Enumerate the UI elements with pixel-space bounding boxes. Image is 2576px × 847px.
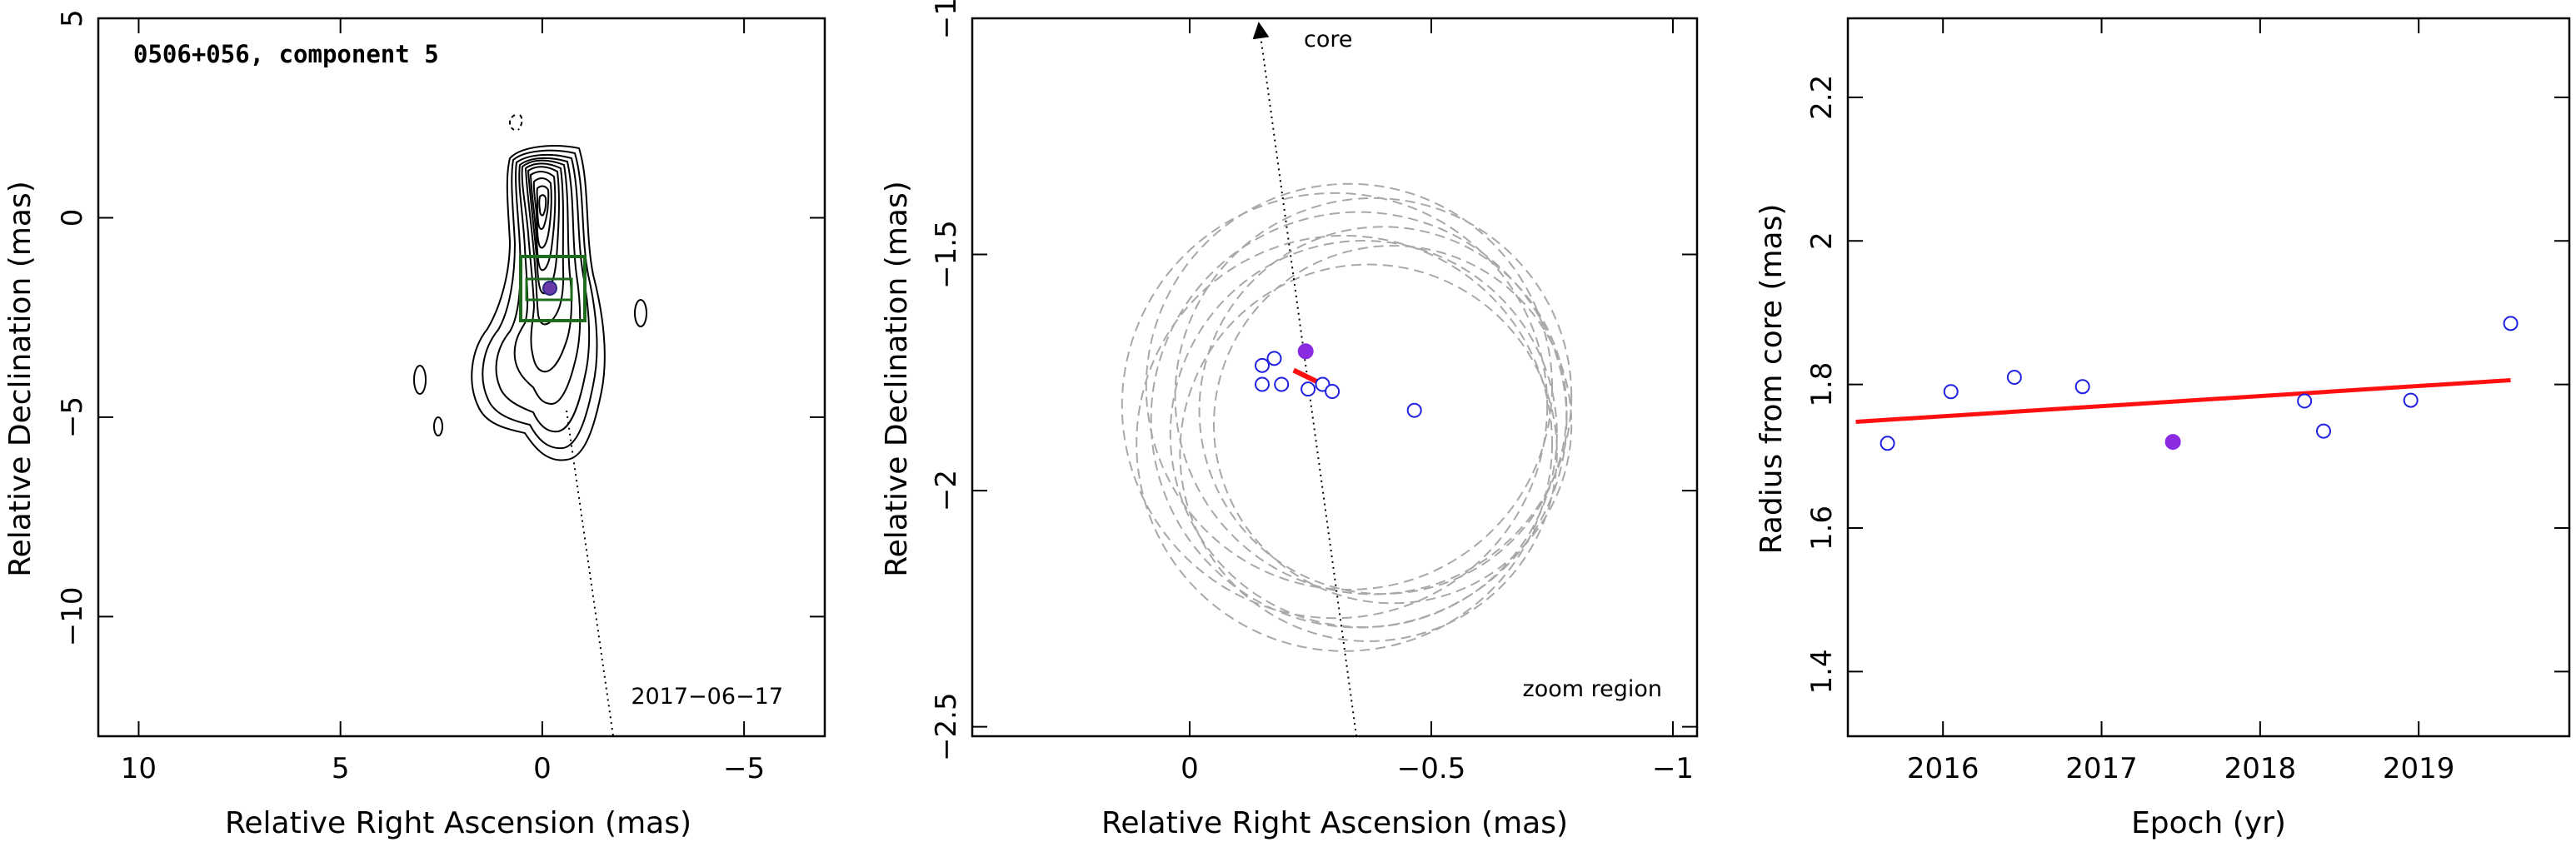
panel1-xtick-label: −5	[723, 752, 765, 785]
panel-zoom-region: 0 −0.5 −1 −1 −1.5 −2 −2.5 core zoom region Rel…	[880, 0, 1699, 840]
zoom-box-inner	[525, 277, 573, 301]
panel2-ytick-label: −2.5	[930, 692, 963, 761]
contour-negative	[508, 114, 523, 131]
open-point	[2006, 370, 2022, 385]
panel1-ytick-label: 0	[56, 209, 89, 227]
panel1-xlabel: Relative Right Ascension (mas)	[225, 806, 691, 840]
panel1-xtick-label: 5	[332, 752, 350, 785]
panel1-ytick-label: 5	[56, 9, 89, 27]
contour-1	[471, 145, 606, 461]
panel2-ytick-label: −2	[930, 470, 963, 511]
panel2-xtick-label: −0.5	[1397, 752, 1466, 785]
panel3-xtick-label: 2016	[1907, 752, 1979, 785]
panel3-ticks: 2016 2017 2018 2019 1.4 1.6 1.8 2 2.2	[1805, 18, 2569, 785]
beam-circle	[1198, 226, 1568, 595]
panel3-frame	[1846, 17, 2571, 738]
zoom-region-label: zoom region	[1523, 676, 1662, 702]
beam-circle	[1213, 245, 1573, 605]
panel2-xtick-label: −1	[1652, 752, 1694, 785]
open-point	[1274, 376, 1290, 392]
open-point	[2074, 379, 2090, 395]
panel1-ticks: 10 5 0 −5 5 0 −5 −10	[56, 9, 825, 785]
contour-9	[532, 177, 552, 249]
panel-contour-map: 10 5 0 −5 5 0 −5 −10 0506+056, component 5 2017…	[3, 9, 826, 840]
contour-island-3	[433, 416, 443, 436]
panel3-ylabel: Radius from core (mas)	[1755, 204, 1789, 555]
open-point	[1255, 357, 1270, 373]
panel1-ytick-label: −5	[56, 396, 89, 438]
panel1-xtick-label: 0	[533, 752, 552, 785]
beam-circles	[1121, 182, 1573, 652]
open-point	[1300, 381, 1316, 397]
contour-10	[536, 185, 550, 231]
contour-2	[482, 149, 598, 450]
contour-island-1	[634, 299, 647, 327]
panel2-ytick-label: −1.5	[930, 220, 963, 289]
panel2-ytick-label: −1	[930, 0, 963, 39]
zoom-box-outer	[519, 255, 587, 322]
filled-point	[2164, 434, 2181, 451]
panel3-xtick-label: 2018	[2224, 752, 2297, 785]
open-point	[1880, 436, 1895, 451]
open-point	[1255, 376, 1270, 392]
contour-map	[413, 114, 647, 461]
open-point	[2315, 423, 2331, 439]
component-marker	[542, 281, 557, 296]
panel3-ytick-label: 1.4	[1805, 649, 1839, 694]
open-point	[1325, 384, 1340, 400]
panel2-ticks: 0 −0.5 −1 −1 −1.5 −2 −2.5	[930, 0, 1697, 785]
beam-circle	[1169, 240, 1558, 629]
panel3-points	[1880, 316, 2519, 451]
panel3-xtick-label: 2019	[2383, 752, 2455, 785]
panel1-title: 0506+056, component 5	[133, 40, 439, 68]
panel2-xlabel: Relative Right Ascension (mas)	[1101, 806, 1568, 840]
panel3-ytick-label: 1.8	[1805, 362, 1839, 407]
beam-circle	[1145, 182, 1554, 590]
fit-line	[1855, 377, 2511, 424]
open-point	[2403, 392, 2419, 408]
beam-circle	[1121, 192, 1549, 620]
contour-4	[513, 157, 582, 406]
panel-radius-epoch: 2016 2017 2018 2019 1.4 1.6 1.8 2 2.2 Epoch (yr)…	[1755, 17, 2571, 840]
panel2-frame	[971, 17, 1699, 738]
contour-11	[538, 194, 547, 217]
panel2-points	[1255, 343, 1422, 418]
panel3-ytick-label: 2	[1805, 232, 1839, 250]
panel3-xtick-label: 2017	[2065, 752, 2138, 785]
open-point	[1266, 351, 1282, 366]
jet-direction-line	[566, 410, 614, 737]
panel3-xlabel: Epoch (yr)	[2131, 806, 2286, 840]
panel1-ytick-label: −10	[56, 586, 89, 646]
panel1-frame	[97, 17, 826, 738]
contour-8	[529, 171, 557, 272]
panel3-ytick-label: 1.6	[1805, 506, 1839, 551]
panel2-xtick-label: 0	[1181, 752, 1199, 785]
core-label: core	[1304, 27, 1352, 52]
open-point	[2297, 393, 2313, 409]
panel1-date-label: 2017−06−17	[631, 684, 783, 710]
beam-circle	[1174, 197, 1573, 595]
filled-point	[1297, 343, 1314, 360]
beam-circle	[1179, 263, 1558, 642]
panel1-xtick-label: 10	[121, 752, 157, 785]
open-point	[1406, 402, 1422, 418]
panel2-ylabel: Relative Declination (mas)	[880, 181, 914, 577]
beam-circle	[1136, 234, 1553, 652]
panel1-ylabel: Relative Declination (mas)	[3, 181, 37, 577]
panel3-ytick-label: 2.2	[1805, 75, 1839, 120]
contour-5	[521, 159, 572, 373]
open-point	[2503, 316, 2519, 331]
contour-island-2	[413, 365, 427, 395]
open-point	[1943, 384, 1959, 400]
